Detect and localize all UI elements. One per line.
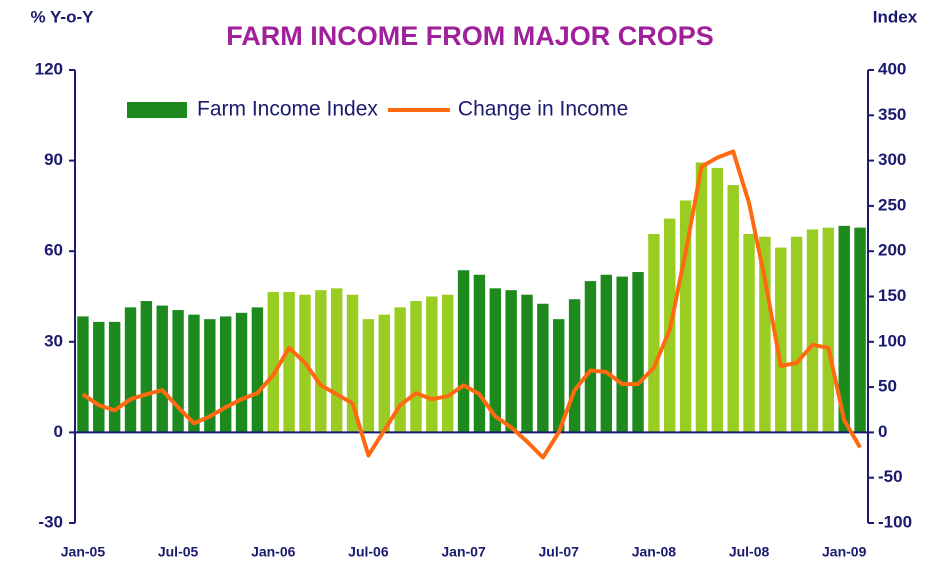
x-tick-label: Jan-07 bbox=[441, 544, 486, 560]
bar bbox=[521, 294, 533, 433]
bar bbox=[315, 290, 327, 433]
y-tick-label: 120 bbox=[35, 59, 63, 78]
y2-tick-label: 250 bbox=[878, 195, 906, 214]
bar bbox=[727, 185, 739, 433]
x-tick-label: Jan-08 bbox=[632, 544, 677, 560]
y2-tick-label: 300 bbox=[878, 150, 906, 169]
bar bbox=[743, 233, 755, 433]
y2-tick-label: 200 bbox=[878, 241, 906, 260]
bar bbox=[854, 227, 866, 433]
bar bbox=[410, 301, 422, 433]
y2-tick-label: 350 bbox=[878, 105, 906, 124]
bar bbox=[822, 227, 835, 433]
bar bbox=[77, 316, 89, 433]
bar bbox=[695, 162, 708, 433]
bar bbox=[806, 229, 819, 433]
bar bbox=[156, 305, 168, 433]
bar bbox=[330, 288, 343, 433]
bar bbox=[394, 307, 406, 433]
bar bbox=[362, 319, 375, 433]
bar bbox=[378, 314, 390, 433]
bar bbox=[759, 236, 771, 433]
legend-swatch bbox=[127, 102, 187, 118]
y2-tick-label: 0 bbox=[878, 422, 887, 441]
bar bbox=[505, 290, 517, 433]
y-tick-label: 90 bbox=[44, 150, 63, 169]
bar bbox=[140, 301, 153, 433]
x-tick-label: Jul-05 bbox=[158, 544, 199, 560]
bar bbox=[442, 294, 454, 433]
bar bbox=[679, 200, 692, 433]
x-tick-label: Jul-08 bbox=[729, 544, 770, 560]
bar bbox=[648, 233, 660, 433]
x-tick-label: Jul-07 bbox=[538, 544, 579, 560]
bar bbox=[124, 307, 137, 433]
bar bbox=[584, 281, 597, 433]
x-tick-label: Jan-05 bbox=[61, 544, 106, 560]
bar bbox=[537, 303, 549, 433]
line bbox=[81, 149, 862, 460]
bar bbox=[489, 288, 501, 433]
y2-axis-title: Index bbox=[873, 7, 918, 26]
x-tick-label: Jan-06 bbox=[251, 544, 296, 560]
legend-label: Change in Income bbox=[458, 98, 628, 121]
bar bbox=[346, 294, 359, 433]
bar bbox=[457, 270, 470, 433]
y-tick-label: -30 bbox=[38, 512, 63, 531]
x-tick-label: Jul-06 bbox=[348, 544, 389, 560]
y-tick-label: 60 bbox=[44, 241, 63, 260]
y2-tick-label: -50 bbox=[878, 467, 903, 486]
bar bbox=[172, 310, 184, 433]
bar bbox=[616, 276, 628, 433]
bar bbox=[93, 321, 105, 433]
bar bbox=[568, 299, 581, 433]
bar bbox=[267, 291, 279, 433]
y2-tick-label: 150 bbox=[878, 286, 906, 305]
chart-title: FARM INCOME FROM MAJOR CROPS bbox=[226, 21, 714, 51]
bar bbox=[838, 225, 850, 433]
y2-tick-label: 100 bbox=[878, 331, 906, 350]
bar bbox=[219, 316, 232, 433]
bar bbox=[235, 312, 248, 433]
bar bbox=[553, 319, 565, 433]
bar bbox=[108, 321, 121, 433]
bar bbox=[775, 247, 787, 433]
bar bbox=[600, 274, 613, 433]
bar bbox=[790, 236, 803, 433]
y-axis-title: % Y-o-Y bbox=[31, 7, 95, 26]
bar bbox=[251, 307, 264, 433]
legend-label: Farm Income Index bbox=[197, 98, 378, 121]
bar bbox=[711, 167, 724, 433]
y-tick-label: 0 bbox=[54, 422, 63, 441]
y2-tick-label: -100 bbox=[878, 512, 912, 531]
y2-tick-label: 400 bbox=[878, 59, 906, 78]
bar bbox=[473, 274, 486, 433]
y-tick-label: 30 bbox=[44, 331, 63, 350]
y2-tick-label: 50 bbox=[878, 377, 897, 396]
x-tick-label: Jan-09 bbox=[822, 544, 867, 560]
bar bbox=[283, 291, 295, 433]
bar bbox=[426, 296, 438, 433]
bar bbox=[204, 319, 216, 433]
bar bbox=[632, 272, 644, 433]
bar bbox=[188, 314, 200, 433]
